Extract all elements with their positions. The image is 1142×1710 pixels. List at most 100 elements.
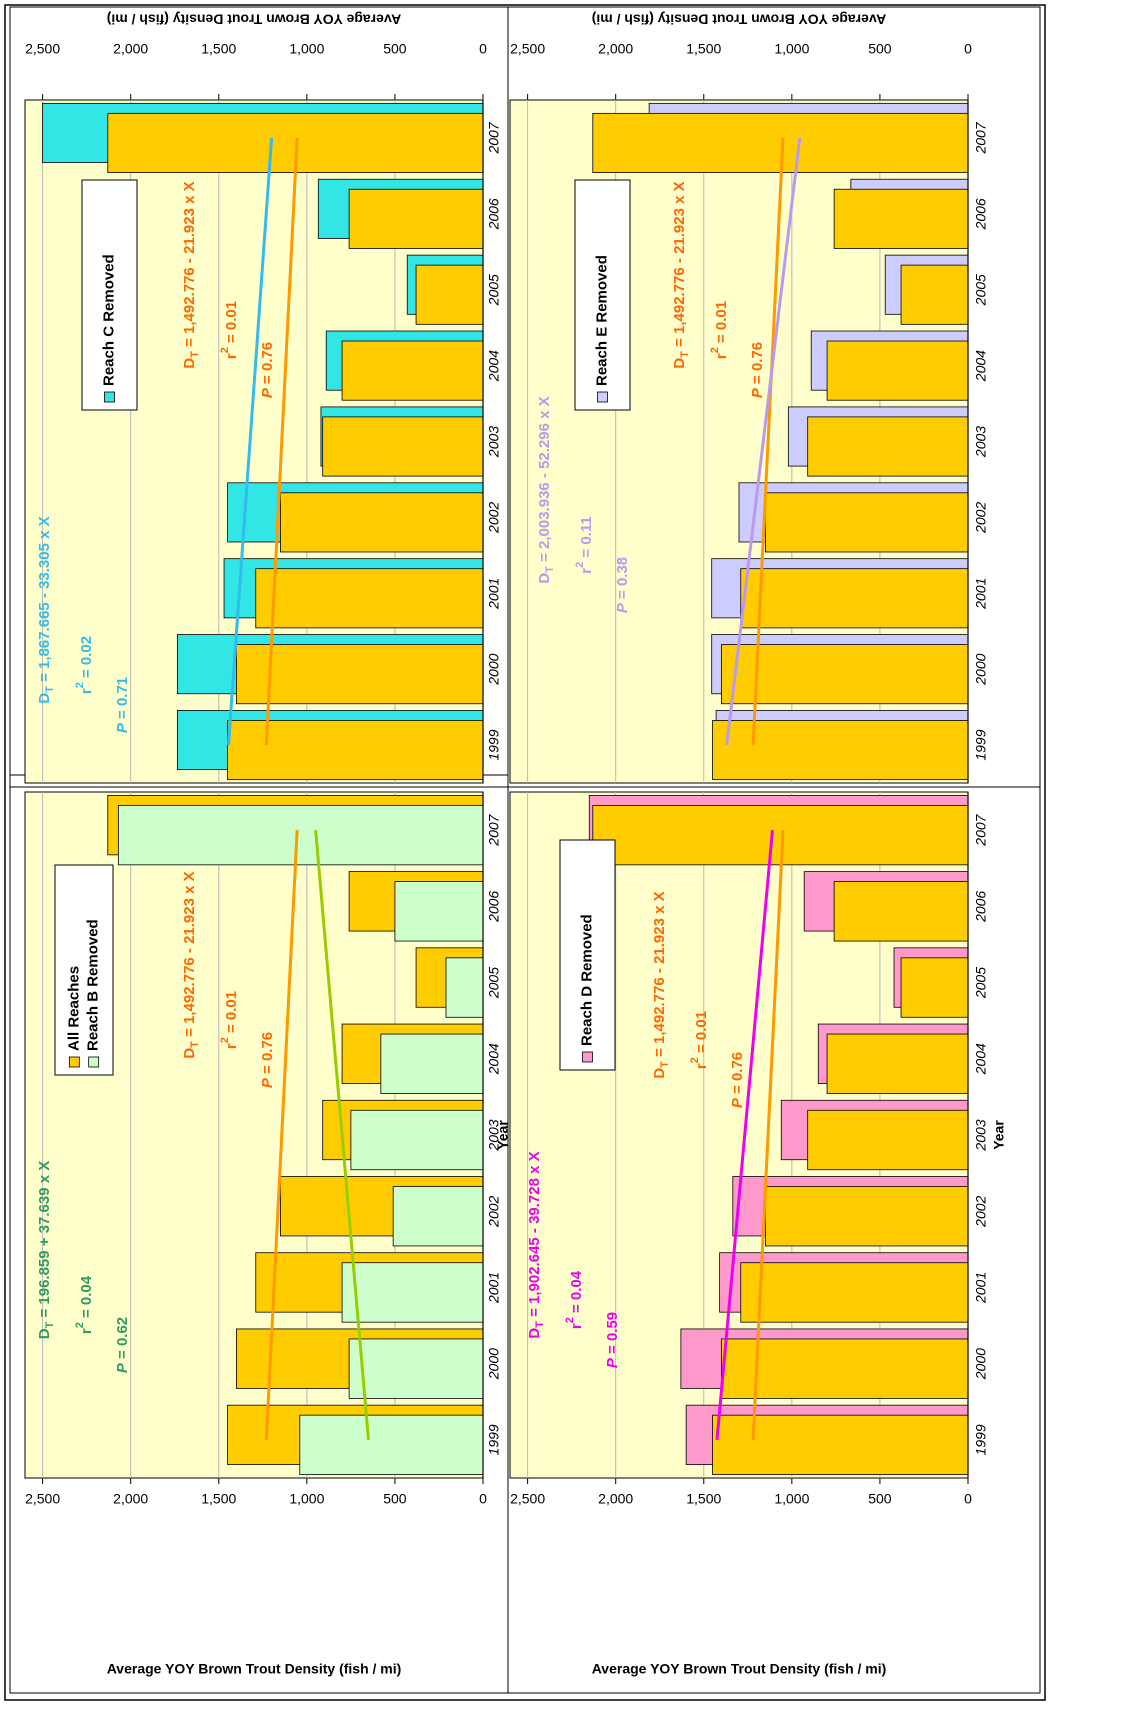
equation: DT = 196.859 + 37.639 x X <box>36 1161 56 1340</box>
y-tick-label: 2,000 <box>113 41 148 57</box>
x-tick-label: 2000 <box>486 1348 502 1380</box>
equation: DT = 2,003.936 - 52.296 x X <box>536 396 556 583</box>
equation-rhs: = 196.859 + 37.639 x X <box>36 1161 53 1322</box>
equation-lhs: D <box>181 1048 198 1059</box>
bar <box>280 492 484 553</box>
x-tick-label: 2000 <box>973 1348 989 1380</box>
p-rhs: = 0.76 <box>729 1052 746 1098</box>
r-squared: r2 = 0.01 <box>709 301 730 359</box>
equation-sub: T <box>659 1061 671 1068</box>
p-rhs: = 0.76 <box>749 342 766 388</box>
x-tick-label: 2002 <box>486 502 502 534</box>
r-lhs: r <box>578 568 595 574</box>
x-tick-label: 2003 <box>486 1119 502 1151</box>
r-lhs: r <box>78 688 95 694</box>
r-lhs: r <box>693 1063 710 1069</box>
r-rhs: = 0.04 <box>78 1275 95 1322</box>
y-tick-label: 0 <box>964 1491 972 1507</box>
equation-lhs: D <box>671 358 688 369</box>
p-value: P = 0.76 <box>259 342 276 398</box>
x-tick-label: 2001 <box>973 578 989 610</box>
equation-rhs: = 1,492.776 - 21.923 x X <box>181 871 198 1041</box>
equation-rhs: = 1,492.776 - 21.923 x X <box>181 181 198 351</box>
trend-line <box>264 830 299 1440</box>
legend-swatch <box>597 391 608 403</box>
bar <box>833 188 969 249</box>
bar <box>341 1262 484 1323</box>
x-tick-label: 1999 <box>973 729 989 760</box>
r-sup: 2 <box>709 347 721 353</box>
equation-lhs: D <box>651 1068 668 1079</box>
x-tick-label: 2003 <box>973 1119 989 1151</box>
bar <box>350 1109 484 1171</box>
r-lhs: r <box>713 353 730 359</box>
bar <box>807 416 969 477</box>
y-tick-label: 2,000 <box>598 41 633 57</box>
r-sup: 2 <box>219 347 231 353</box>
equation-lhs: D <box>181 358 198 369</box>
y-tick-label: 1,500 <box>686 41 721 57</box>
equation-sub: T <box>679 351 691 358</box>
panel: 0 500 1,000 1,500 2,000 2,500 Average YOY Brow… <box>9 6 509 788</box>
legend-box <box>559 839 616 1071</box>
y-tick-label: 1,000 <box>774 1491 809 1507</box>
bar <box>826 340 969 401</box>
r-squared: r2 = 0.01 <box>219 301 240 359</box>
x-tick-label: 2002 <box>486 1195 502 1227</box>
y-axis-title: Average YOY Brown Trout Density (fish / … <box>107 11 402 27</box>
p-lhs: P <box>259 1077 276 1088</box>
r-squared: r2 = 0.04 <box>564 1270 585 1329</box>
p-value: P = 0.62 <box>114 1317 131 1373</box>
equation: DT = 1,492.776 - 21.923 x X <box>671 181 691 368</box>
p-rhs: = 0.59 <box>604 1312 621 1358</box>
legend-swatch <box>582 1051 593 1063</box>
equation-rhs: = 1,492.776 - 21.923 x X <box>651 891 668 1061</box>
y-axis-title: Average YOY Brown Trout Density (fish / … <box>107 1661 402 1677</box>
equation: DT = 1,492.776 - 21.923 x X <box>181 181 201 368</box>
p-lhs: P <box>749 387 766 398</box>
y-axis-title: Average YOY Brown Trout Density (fish / … <box>592 11 887 27</box>
x-tick-label: 2000 <box>973 653 989 685</box>
panel: 0 500 1,000 1,500 2,000 2,500 Average YOY Brow… <box>507 6 1041 788</box>
trend-line <box>715 829 774 1441</box>
x-tick-label: 2006 <box>973 891 989 923</box>
r-sup: 2 <box>219 1037 231 1043</box>
x-tick-label: 2005 <box>973 967 989 999</box>
x-tick-label: 2007 <box>973 121 989 154</box>
x-axis-title: Year <box>991 1120 1007 1150</box>
legend-swatch <box>68 1056 80 1068</box>
x-axis-title: Year <box>495 1120 511 1150</box>
p-value: P = 0.76 <box>729 1052 746 1108</box>
equation-sub: T <box>189 1041 201 1048</box>
bar <box>322 416 484 477</box>
r-rhs: = 0.01 <box>223 301 240 347</box>
equation: DT = 1,492.776 - 21.923 x X <box>651 891 671 1078</box>
r-squared: r2 = 0.01 <box>689 1011 710 1069</box>
equation: DT = 1,902.645 - 39.728 x X <box>526 1151 546 1338</box>
bar <box>415 264 484 325</box>
bar <box>445 957 484 1018</box>
equation-lhs: D <box>536 573 553 584</box>
y-tick-label: 1,500 <box>201 41 236 57</box>
y-tick-label: 2,000 <box>598 1491 633 1507</box>
y-tick-label: 1,500 <box>201 1491 236 1507</box>
r-sup: 2 <box>574 562 586 568</box>
p-value: P = 0.71 <box>114 677 131 733</box>
y-tick-label: 0 <box>964 41 972 57</box>
p-lhs: P <box>604 1357 621 1368</box>
p-rhs: = 0.38 <box>614 557 631 603</box>
r-lhs: r <box>78 1328 95 1334</box>
y-tick-label: 500 <box>868 1491 892 1507</box>
x-tick-label: 2007 <box>486 121 502 154</box>
x-tick-label: 1999 <box>973 1424 989 1455</box>
equation-sub: T <box>534 1321 546 1328</box>
r-lhs: r <box>568 1323 585 1329</box>
r-sup: 2 <box>74 1322 86 1328</box>
legend-box <box>81 179 138 411</box>
x-tick-label: 2003 <box>486 426 502 458</box>
bar <box>807 1109 969 1171</box>
trend-line <box>751 830 785 1440</box>
r-rhs: = 0.01 <box>693 1011 710 1057</box>
y-tick-label: 2,500 <box>25 1491 60 1507</box>
